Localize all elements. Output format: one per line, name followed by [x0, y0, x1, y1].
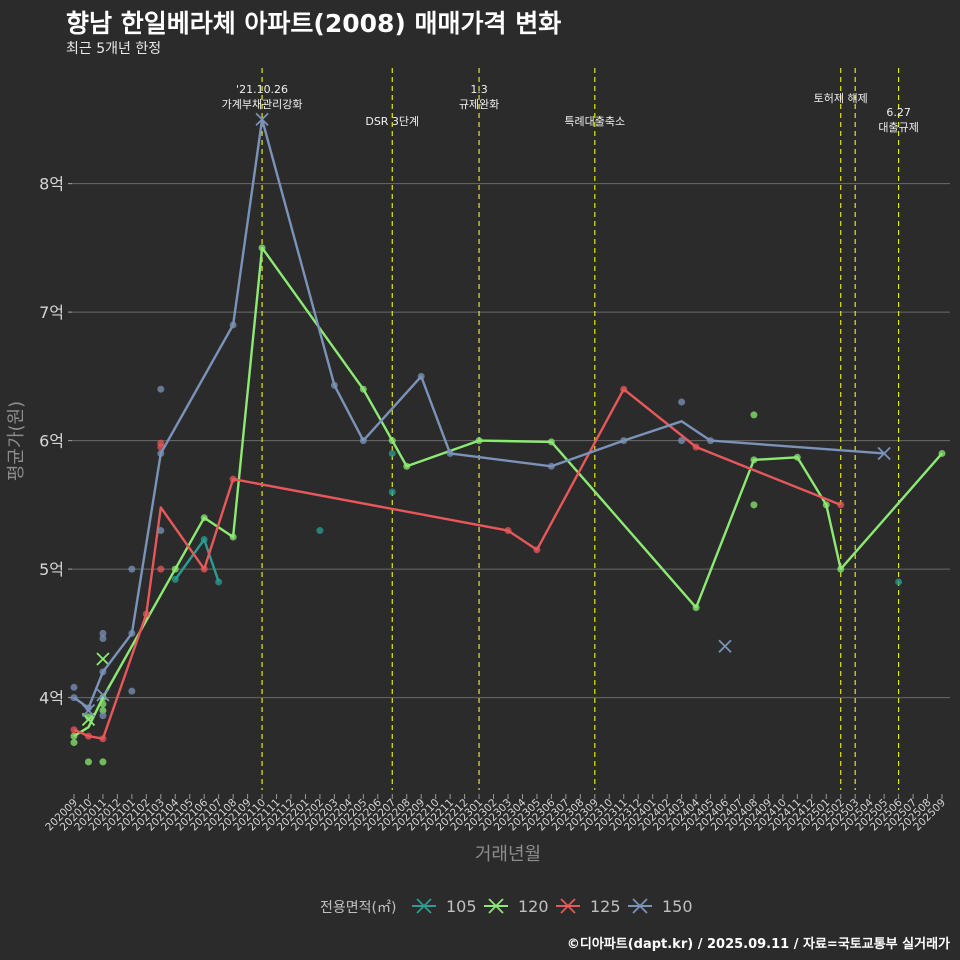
data-point	[99, 712, 107, 720]
x-marker-stroke	[81, 703, 96, 718]
event-label: 토허제 해제	[814, 91, 868, 105]
data-point	[70, 739, 78, 747]
legend-swatch-x	[488, 898, 504, 914]
chart-title: 향남 한일베라체 아파트(2008) 매매가격 변화	[66, 9, 562, 38]
series-105	[171, 449, 903, 586]
y-axis-title: 평균가(원)	[6, 401, 27, 481]
legend-swatch-x	[416, 898, 432, 914]
series-120	[70, 244, 946, 766]
series-line	[73, 246, 943, 738]
legend-title: 전용면적(㎡)	[320, 900, 396, 916]
legend-label: 105	[446, 897, 477, 916]
data-point	[157, 565, 165, 573]
data-point	[750, 411, 758, 419]
data-point	[316, 527, 324, 535]
x-marker	[718, 639, 732, 653]
data-point	[895, 578, 903, 586]
data-point	[128, 565, 136, 573]
source-caption: ©디아파트(dapt.kr) / 2025.09.11 / 자료=국토교통부 실…	[566, 937, 950, 952]
x-marker-stroke	[488, 898, 504, 914]
x-marker-stroke	[416, 898, 432, 914]
x-marker-stroke	[96, 652, 110, 666]
legend-item-150: 150	[628, 897, 693, 916]
data-point	[157, 527, 165, 535]
x-marker-stroke	[96, 688, 110, 702]
legend: 전용면적(㎡) 105 120 125 150	[320, 897, 693, 916]
x-marker	[96, 652, 110, 666]
legend-label: 150	[662, 897, 693, 916]
x-marker	[877, 446, 891, 461]
event-label: '21.10.26	[236, 83, 288, 96]
y-tick-label: 4억	[39, 689, 64, 708]
data-point	[99, 634, 107, 642]
data-point	[157, 385, 165, 393]
data-point	[678, 437, 686, 445]
x-marker-stroke	[255, 112, 269, 126]
data-point	[99, 629, 107, 637]
data-point	[750, 501, 758, 509]
chart-subtitle: 최근 5개년 한정	[66, 41, 162, 57]
event-label: 규제완화	[459, 98, 499, 111]
legend-item-120: 120	[484, 897, 549, 916]
event-label: 가계부채관리강화	[222, 98, 303, 111]
event-label: 특례대출축소	[564, 115, 625, 128]
data-point	[388, 449, 396, 457]
legend-item-125: 125	[556, 897, 621, 916]
y-tick-label: 7억	[39, 303, 64, 322]
data-point	[678, 398, 686, 406]
x-marker-stroke	[632, 898, 648, 914]
series-line	[174, 538, 220, 583]
legend-item-105: 105	[412, 897, 477, 916]
x-marker-stroke	[718, 639, 732, 653]
legend-label: 125	[590, 897, 621, 916]
series-125	[70, 385, 845, 743]
data-point	[99, 706, 107, 714]
series-group	[70, 112, 946, 766]
series-150	[70, 112, 891, 720]
data-point	[99, 758, 107, 766]
x-marker	[255, 112, 269, 126]
legend-swatch-x	[632, 898, 648, 914]
y-tick-label: 6억	[39, 432, 64, 451]
legend-swatch-x	[560, 898, 576, 914]
x-axis: 2020092020102020112020122021012021022021…	[43, 794, 948, 833]
event-label: 대출규제	[878, 121, 918, 134]
x-axis-title: 거래년월	[475, 844, 541, 865]
series-line	[73, 388, 842, 740]
data-point	[70, 683, 78, 691]
x-marker	[81, 703, 96, 718]
series-line	[73, 118, 885, 710]
y-tick-label: 5억	[39, 560, 64, 579]
x-marker	[96, 688, 110, 702]
data-point	[128, 687, 136, 695]
event-label: 1.3	[470, 83, 488, 96]
event-label: 6.27	[886, 106, 911, 119]
data-point	[84, 758, 92, 766]
x-marker-stroke	[560, 898, 576, 914]
data-point	[388, 488, 396, 496]
event-label: DSR 3단계	[365, 115, 419, 128]
x-marker-stroke	[877, 446, 891, 461]
y-axis: 4억 5억 6억 7억 8억	[39, 175, 72, 708]
legend-label: 120	[518, 897, 549, 916]
y-tick-label: 8억	[39, 175, 64, 194]
